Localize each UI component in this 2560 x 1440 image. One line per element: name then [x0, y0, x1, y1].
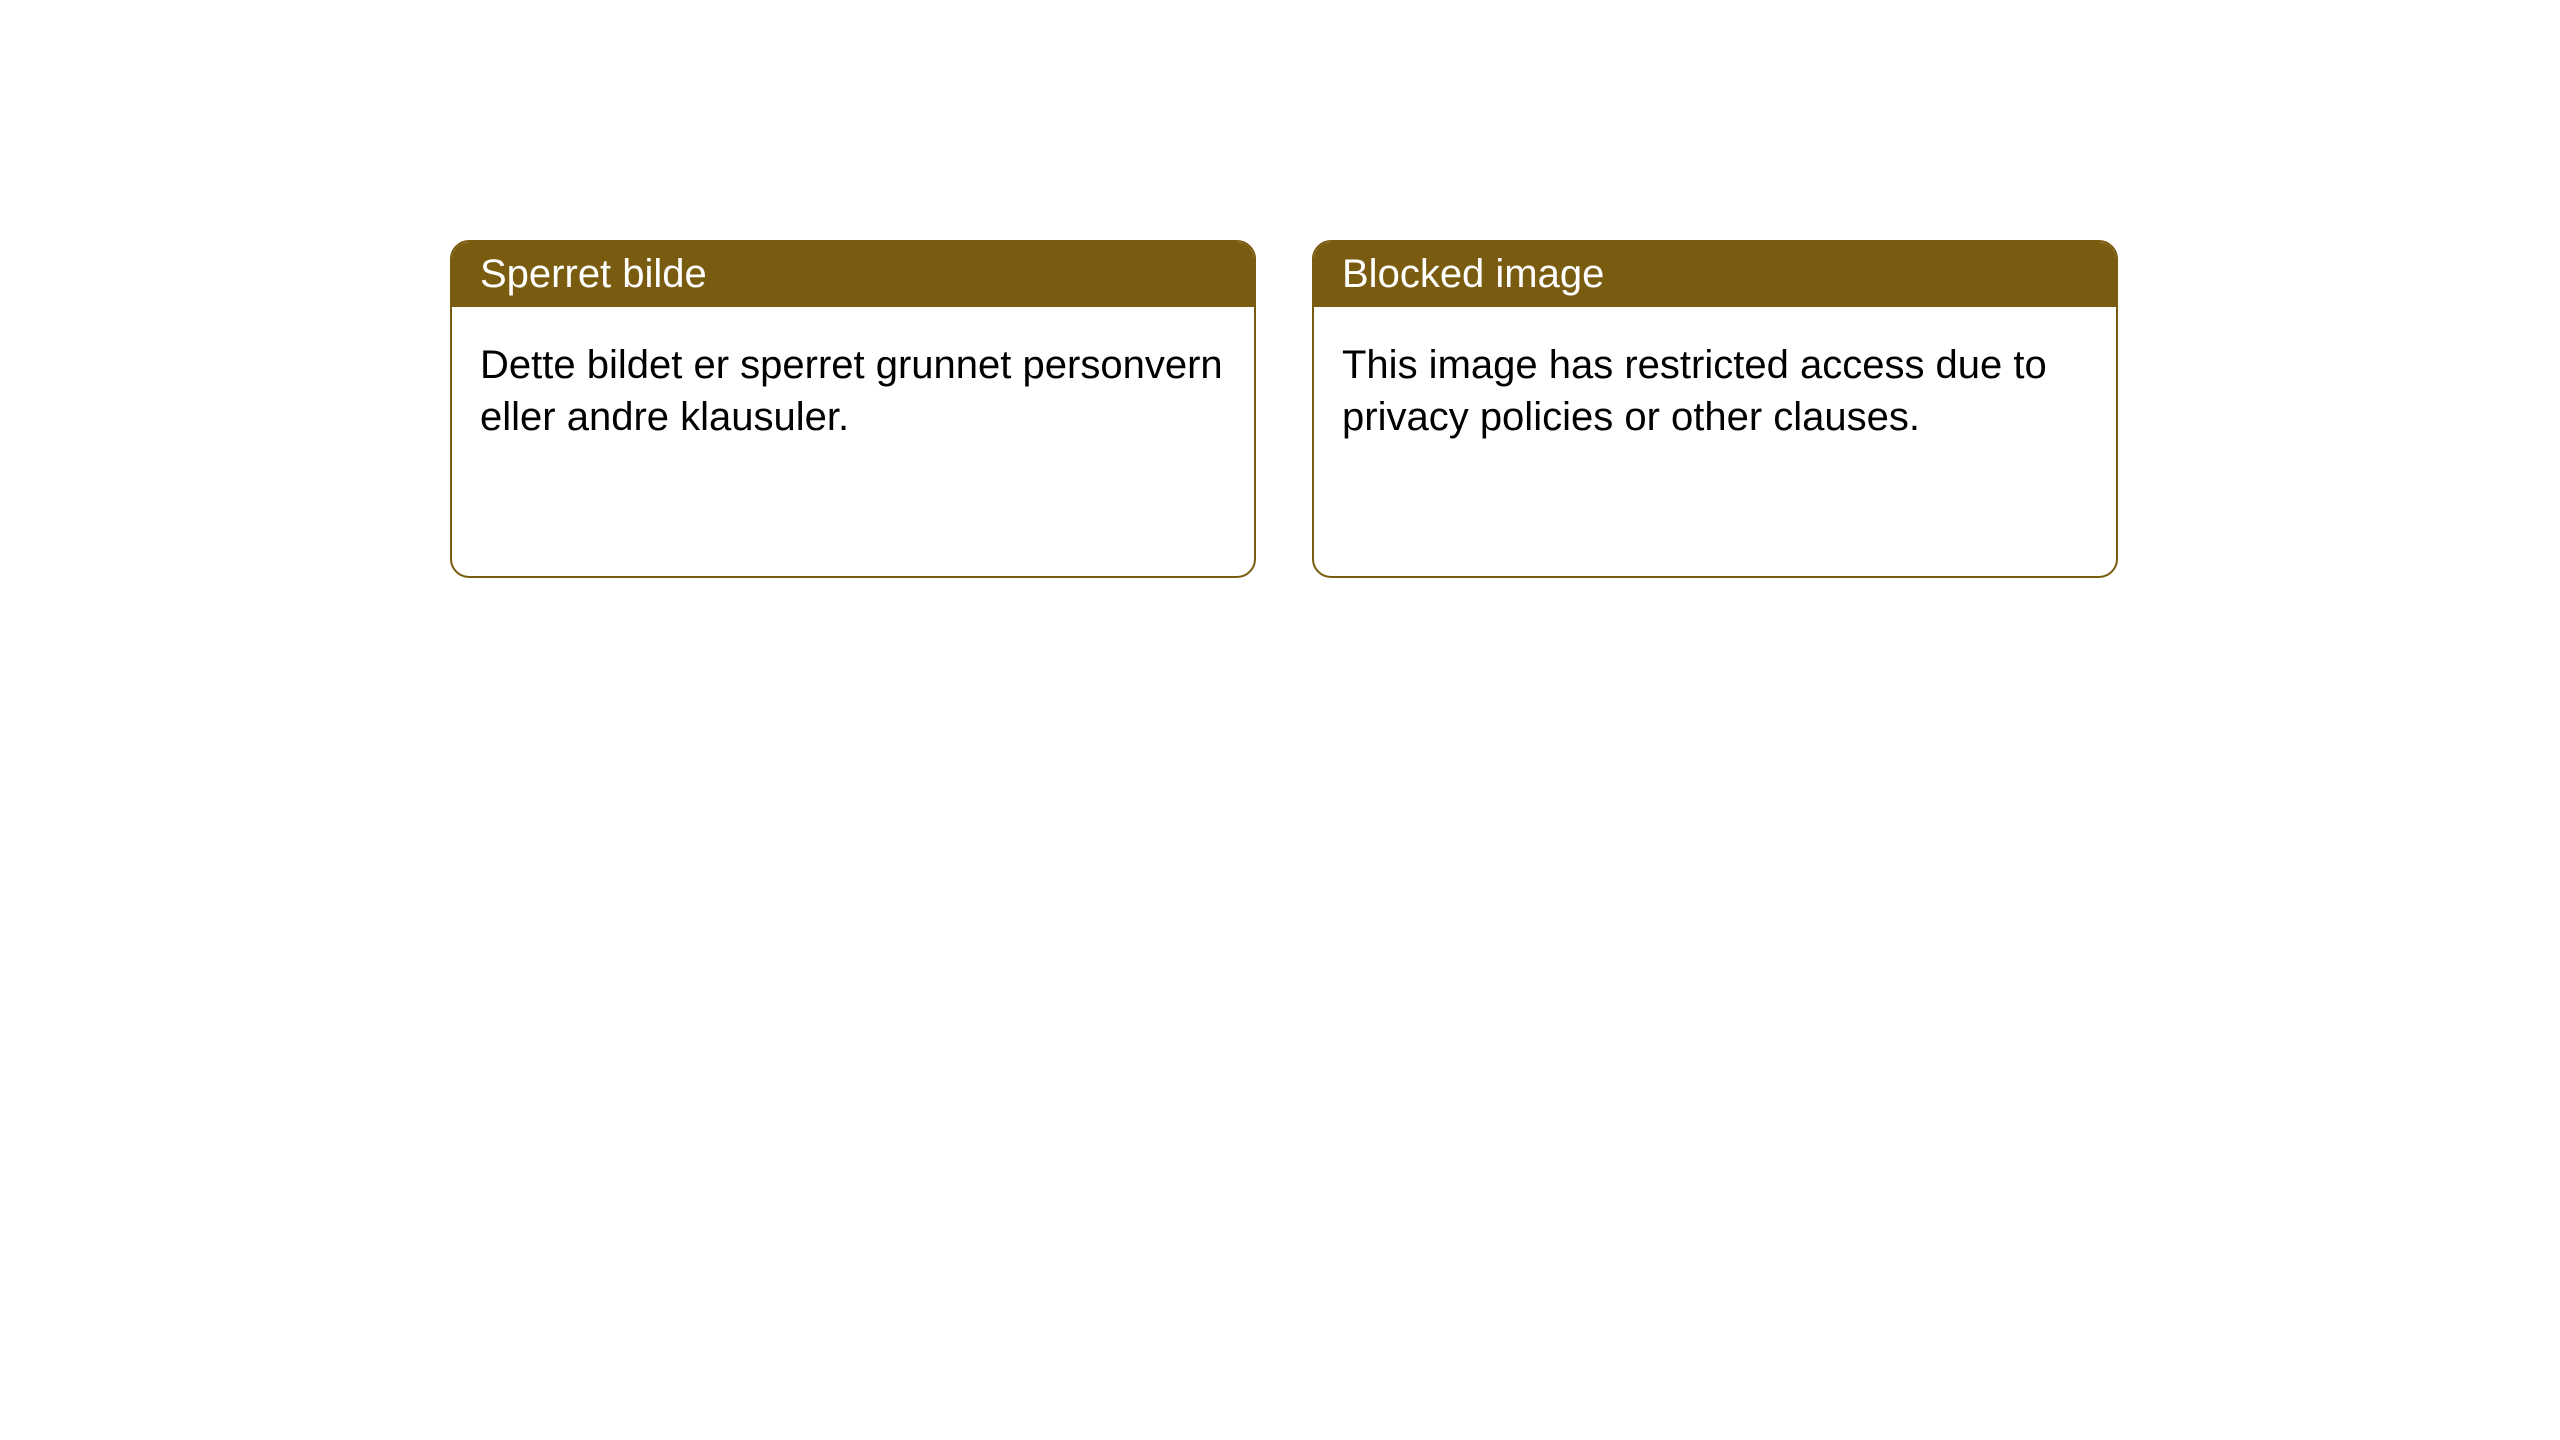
notice-header: Sperret bilde — [452, 242, 1254, 307]
notice-body-text: Dette bildet er sperret grunnet personve… — [480, 343, 1223, 439]
notice-container: Sperret bilde Dette bildet er sperret gr… — [450, 240, 2118, 578]
notice-title: Sperret bilde — [480, 252, 707, 296]
notice-title: Blocked image — [1342, 252, 1604, 296]
notice-body-text: This image has restricted access due to … — [1342, 343, 2047, 439]
notice-header: Blocked image — [1314, 242, 2116, 307]
notice-box-english: Blocked image This image has restricted … — [1312, 240, 2118, 578]
notice-body: This image has restricted access due to … — [1314, 307, 2116, 475]
notice-body: Dette bildet er sperret grunnet personve… — [452, 307, 1254, 475]
notice-box-norwegian: Sperret bilde Dette bildet er sperret gr… — [450, 240, 1256, 578]
